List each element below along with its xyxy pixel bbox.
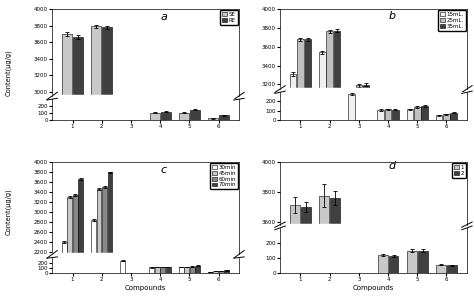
Bar	[407, 251, 417, 273]
Text: Content(μg/g): Content(μg/g)	[5, 49, 12, 96]
Bar	[359, 225, 369, 231]
Bar	[161, 112, 171, 120]
Bar	[208, 272, 213, 273]
Bar	[436, 265, 446, 273]
Bar	[421, 106, 428, 120]
Bar	[436, 115, 442, 120]
Text: d: d	[388, 161, 395, 171]
Bar	[297, 39, 304, 89]
Bar	[91, 220, 96, 254]
Bar	[149, 268, 155, 273]
Bar	[334, 31, 340, 89]
Bar	[377, 110, 384, 120]
Bar	[348, 225, 358, 232]
Legend: SE, RE: SE, RE	[220, 10, 238, 25]
Bar	[450, 113, 457, 120]
Bar	[363, 85, 369, 89]
Bar	[78, 179, 83, 254]
Bar	[160, 267, 165, 273]
Bar	[131, 96, 141, 102]
Bar	[166, 267, 171, 273]
Bar	[392, 110, 399, 120]
Bar	[73, 195, 78, 254]
Bar	[190, 110, 200, 120]
Bar	[120, 96, 130, 103]
Text: a: a	[161, 12, 167, 22]
Bar	[304, 39, 311, 89]
Bar	[348, 94, 355, 120]
Bar	[91, 26, 101, 96]
Text: b: b	[388, 11, 395, 21]
Bar	[414, 107, 420, 120]
Bar	[319, 195, 329, 225]
Bar	[301, 207, 311, 225]
Bar	[378, 255, 388, 273]
Bar	[97, 189, 101, 254]
Bar	[407, 109, 413, 120]
X-axis label: Compounds: Compounds	[353, 285, 394, 291]
Bar	[290, 205, 300, 225]
Bar	[356, 85, 362, 89]
Bar	[73, 37, 83, 96]
Legend: 1, 2: 1, 2	[452, 163, 466, 178]
Bar	[131, 254, 136, 259]
Bar	[120, 261, 125, 273]
Bar	[179, 267, 183, 273]
Bar	[389, 256, 399, 273]
Bar	[418, 251, 428, 273]
Bar	[195, 266, 200, 273]
Bar	[137, 254, 142, 258]
Bar	[184, 267, 189, 273]
Bar	[443, 114, 450, 120]
Bar	[155, 267, 160, 273]
Bar	[150, 113, 160, 120]
Bar	[330, 198, 340, 225]
Bar	[219, 115, 229, 120]
Bar	[327, 31, 333, 89]
Bar	[62, 242, 67, 254]
Bar	[290, 74, 296, 89]
Bar	[447, 265, 457, 273]
Bar	[208, 118, 218, 120]
Text: c: c	[161, 165, 167, 175]
Bar	[190, 267, 194, 273]
Bar	[102, 27, 112, 96]
Text: Content(μg/g): Content(μg/g)	[5, 189, 12, 235]
Bar	[62, 34, 72, 96]
Bar	[126, 254, 131, 261]
Bar	[108, 172, 112, 254]
Bar	[319, 52, 326, 89]
Bar	[219, 271, 224, 273]
Bar	[224, 271, 229, 273]
X-axis label: Compounds: Compounds	[125, 285, 166, 291]
Legend: 30min, 45min, 60min, 70min: 30min, 45min, 60min, 70min	[210, 163, 238, 189]
Bar	[67, 197, 73, 254]
Legend: 15mL., 25mL., 35mL.: 15mL., 25mL., 35mL.	[438, 10, 466, 31]
Bar	[213, 271, 218, 273]
Bar	[102, 188, 107, 254]
Bar	[179, 113, 189, 120]
Bar	[385, 109, 392, 120]
